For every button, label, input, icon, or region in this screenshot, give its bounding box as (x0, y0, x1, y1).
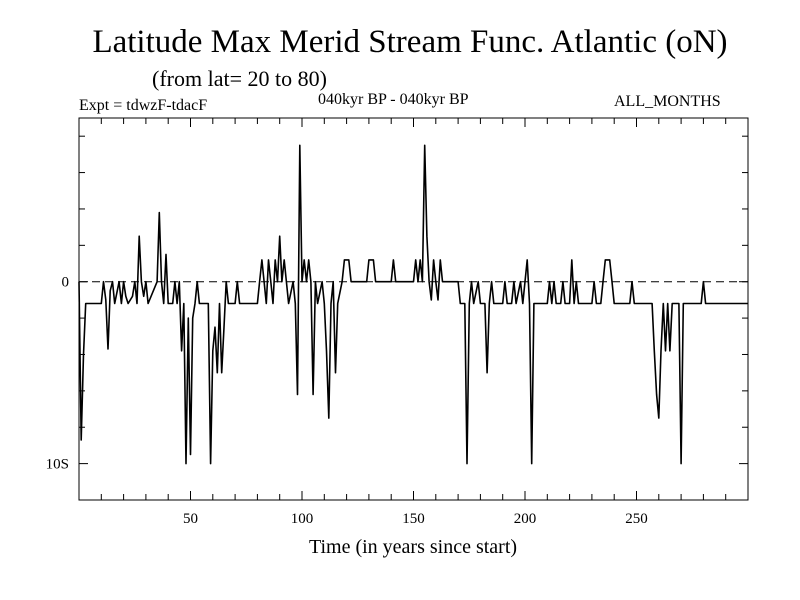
y-tick-label: 0 (62, 275, 70, 291)
x-tick-label: 150 (402, 511, 425, 527)
series-line (78, 144, 748, 465)
chart-subtitle: (from lat= 20 to 80) (152, 66, 327, 91)
x-axis-label: Time (in years since start) (309, 536, 517, 558)
x-tick-label: 250 (625, 511, 648, 527)
period-label: 040kyr BP - 040kyr BP (318, 91, 469, 108)
months-label: ALL_MONTHS (614, 93, 721, 110)
chart-title: Latitude Max Merid Stream Func. Atlantic… (92, 24, 728, 60)
experiment-label: Expt = tdwzF-tdacF (79, 97, 208, 114)
x-tick-label: 50 (183, 511, 198, 527)
plot-frame (78, 117, 749, 501)
y-tick-label: 10S (46, 457, 69, 473)
x-tick-label: 200 (514, 511, 537, 527)
x-tick-label: 100 (291, 511, 314, 527)
